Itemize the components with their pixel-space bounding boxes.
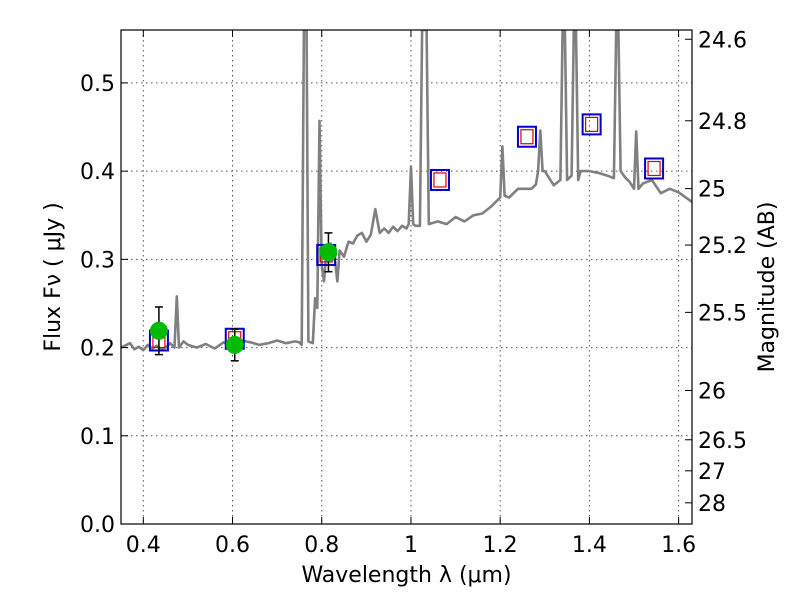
x-axis-label: Wavelength λ (μm) xyxy=(301,563,511,588)
model-box xyxy=(516,125,537,148)
x-tick-label: 0.6 xyxy=(215,533,250,558)
observed-point xyxy=(319,243,338,262)
model-box xyxy=(429,168,450,191)
observed-point xyxy=(149,321,168,340)
y2-tick-label: 24.6 xyxy=(698,28,747,53)
observed-photometry-layer xyxy=(149,232,338,362)
observed-point xyxy=(225,335,244,354)
y2-tick-label: 25.2 xyxy=(698,234,747,259)
model-box-inner xyxy=(647,160,661,177)
model-box xyxy=(581,113,602,136)
y-tick-label: 0.3 xyxy=(80,248,115,273)
x-tick-label: 1.4 xyxy=(572,533,607,558)
model-box xyxy=(644,157,665,180)
plot-frame xyxy=(120,29,693,525)
x-tick-label: 0.4 xyxy=(126,533,161,558)
y-tick-label: 0.4 xyxy=(80,160,115,185)
grid xyxy=(121,30,692,524)
x-tick-label: 1 xyxy=(404,533,418,558)
model-box-inner xyxy=(433,172,447,188)
model-spectrum-line xyxy=(121,30,692,352)
model-box-inner xyxy=(520,129,534,145)
y2-tick-label: 25.5 xyxy=(698,301,747,326)
y-tick-label: 0.5 xyxy=(80,72,115,97)
y2-tick-label: 28 xyxy=(698,492,726,517)
x-tick-label: 1.6 xyxy=(661,533,696,558)
y-tick-label: 0.0 xyxy=(80,513,115,538)
y-axis-label: Flux Fν ( μJy ) xyxy=(41,202,66,351)
y-tick-label: 0.1 xyxy=(80,425,115,450)
x-tick-label: 1.2 xyxy=(483,533,518,558)
y2-tick-label: 25 xyxy=(698,178,726,203)
y2-tick-label: 27 xyxy=(698,460,726,485)
y2-tick-label: 26 xyxy=(698,379,726,404)
model-box-inner xyxy=(585,116,599,132)
ticks: 0.4 0.6 0.8 1 1.2 1.4 1.6 0.0 0.1 0.2 0.3 0.4 0.5 24.… xyxy=(80,28,747,558)
model-spectrum-layer xyxy=(121,30,692,352)
y2-tick-label: 24.8 xyxy=(698,110,747,135)
y2-axis-label: Magnitude (AB) xyxy=(755,202,780,373)
y-tick-label: 0.2 xyxy=(80,337,115,362)
model-photometry-layer xyxy=(148,113,665,352)
y2-tick-label: 26.5 xyxy=(698,429,747,454)
x-tick-label: 0.8 xyxy=(304,533,339,558)
